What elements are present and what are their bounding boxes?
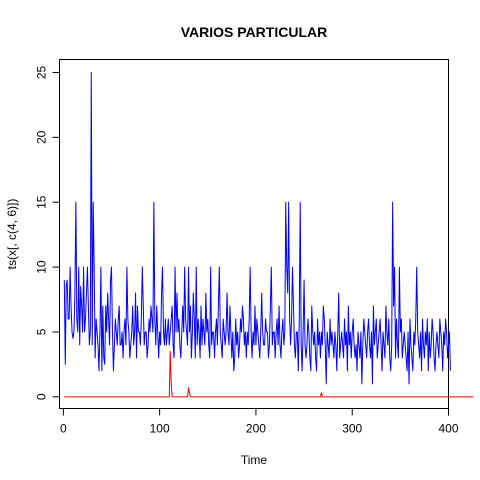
series-line-1 [63,71,451,385]
series-layer [63,71,474,398]
y-tick-label: 20 [35,130,49,144]
y-tick-label: 0 [35,393,49,400]
y-tick-label: 25 [35,65,49,79]
x-tick-label: 300 [342,422,362,436]
x-tick-label: 400 [438,422,458,436]
x-tick-label: 200 [246,422,266,436]
series-line-2 [64,350,474,398]
y-tick-label: 5 [35,328,49,335]
y-axis-label: ts(x[, c(4, 6)]) [5,199,19,270]
y-axis: 0 5 10 15 20 25 [35,65,60,400]
x-tick-label: 100 [150,422,170,436]
chart-title: VARIOS PARTICULAR [181,24,327,40]
y-tick-label: 15 [35,195,49,209]
x-axis-label: Time [241,453,268,467]
x-tick-label: 0 [60,422,67,436]
x-axis: 0 100 200 300 400 [60,408,459,436]
y-tick-label: 10 [35,260,49,274]
